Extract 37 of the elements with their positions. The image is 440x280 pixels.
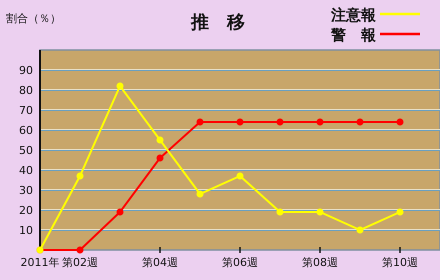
point xyxy=(276,118,284,126)
legend-label: 警 報 xyxy=(330,26,377,44)
chart-title: 推 移 xyxy=(190,12,245,33)
point xyxy=(356,226,364,234)
x-tick-label: 2011年 xyxy=(20,256,60,269)
point xyxy=(196,190,204,198)
x-tick-label: 第08週 xyxy=(302,256,338,269)
x-tick-label: 第04週 xyxy=(142,256,178,269)
point xyxy=(76,172,84,180)
y-tick-label: 30 xyxy=(19,184,33,197)
point xyxy=(116,82,124,90)
y-tick-label: 20 xyxy=(19,204,33,217)
point xyxy=(236,172,244,180)
x-tick-label: 第06週 xyxy=(222,256,258,269)
point xyxy=(356,118,364,126)
y-tick-label: 60 xyxy=(19,124,33,137)
y-tick-label: 10 xyxy=(19,224,33,237)
legend-label: 注意報 xyxy=(330,6,377,24)
point xyxy=(316,208,324,216)
point xyxy=(236,118,244,126)
y-tick-label: 90 xyxy=(19,64,33,77)
point xyxy=(196,118,204,126)
point xyxy=(396,208,404,216)
point xyxy=(76,246,84,254)
point xyxy=(116,208,124,216)
point xyxy=(316,118,324,126)
point xyxy=(276,208,284,216)
y-axis-title: 割合（％） xyxy=(6,12,61,25)
x-tick-label: 第10週 xyxy=(382,256,418,269)
y-tick-label: 70 xyxy=(19,104,33,117)
y-tick-label: 40 xyxy=(19,164,33,177)
x-tick-label: 第02週 xyxy=(62,256,98,269)
point xyxy=(156,136,164,144)
y-tick-label: 80 xyxy=(19,84,33,97)
point xyxy=(156,154,164,162)
point xyxy=(396,118,404,126)
y-tick-label: 50 xyxy=(19,144,33,157)
